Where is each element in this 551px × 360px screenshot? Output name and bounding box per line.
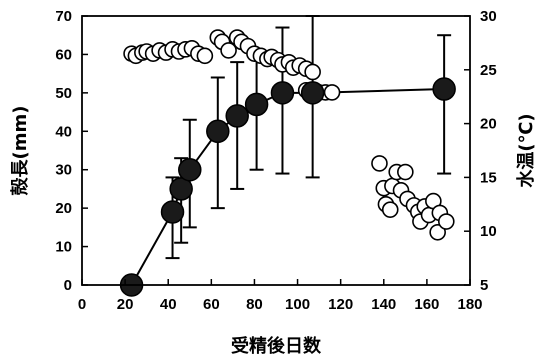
temperature-point — [437, 213, 455, 230]
x-tick-label: 160 — [414, 296, 439, 313]
y-left-axis-title: 殻長(mm) — [9, 106, 31, 196]
growth-points — [119, 77, 456, 297]
x-tick-label: 120 — [328, 296, 353, 313]
growth-point — [300, 81, 325, 105]
y-right-axis-ticks: 5 10 15 20 25 30 — [464, 8, 497, 294]
growth-point — [206, 119, 230, 144]
temperature-point — [371, 155, 388, 172]
temperature-point — [304, 63, 321, 81]
y-right-tick-label: 15 — [480, 169, 497, 186]
growth-point — [244, 92, 269, 117]
temperature-point — [397, 163, 414, 181]
temperature-point — [196, 47, 214, 65]
y-right-tick-label: 10 — [480, 223, 497, 240]
plot-frame — [81, 15, 471, 286]
growth-point — [432, 77, 456, 101]
y-right-tick-label: 30 — [480, 8, 497, 25]
growth-point — [169, 177, 193, 201]
y-left-axis-ticks: 0 10 20 30 40 50 60 70 — [55, 8, 88, 294]
temperature-point — [323, 84, 341, 101]
y-left-tick-label: 50 — [55, 85, 72, 102]
y-left-tick-label: 70 — [55, 8, 72, 25]
y-left-tick-label: 30 — [55, 162, 72, 179]
y-right-tick-label: 25 — [480, 62, 497, 79]
x-tick-label: 40 — [160, 296, 177, 313]
x-axis-ticks: 0 20 40 60 80 100 120 140 160 180 — [78, 279, 483, 313]
x-tick-label: 100 — [285, 296, 310, 313]
x-tick-label: 20 — [117, 296, 134, 313]
growth-point — [178, 157, 202, 182]
x-tick-label: 140 — [371, 296, 396, 313]
y-left-tick-label: 0 — [64, 277, 72, 294]
x-tick-label: 80 — [246, 296, 263, 313]
x-tick-label: 0 — [78, 296, 86, 313]
growth-line — [130, 88, 445, 286]
temperature-point — [220, 42, 237, 59]
y-left-tick-label: 10 — [55, 239, 72, 256]
x-tick-label: 60 — [203, 296, 220, 313]
temperature-point — [381, 201, 399, 218]
growth-series-line — [130, 88, 445, 286]
y-left-tick-label: 20 — [55, 200, 72, 217]
growth-point — [270, 81, 295, 105]
x-axis-title: 受精後日数 — [231, 335, 322, 357]
y-right-axis-title: 水温(℃) — [515, 113, 537, 187]
temperature-point — [429, 223, 446, 241]
y-right-tick-label: 20 — [480, 116, 497, 133]
growth-point — [160, 200, 185, 224]
y-left-tick-label: 60 — [55, 46, 72, 63]
x-tick-label: 180 — [457, 296, 482, 313]
y-left-tick-label: 40 — [55, 123, 72, 140]
growth-point — [225, 104, 249, 128]
y-right-tick-label: 5 — [480, 277, 488, 294]
